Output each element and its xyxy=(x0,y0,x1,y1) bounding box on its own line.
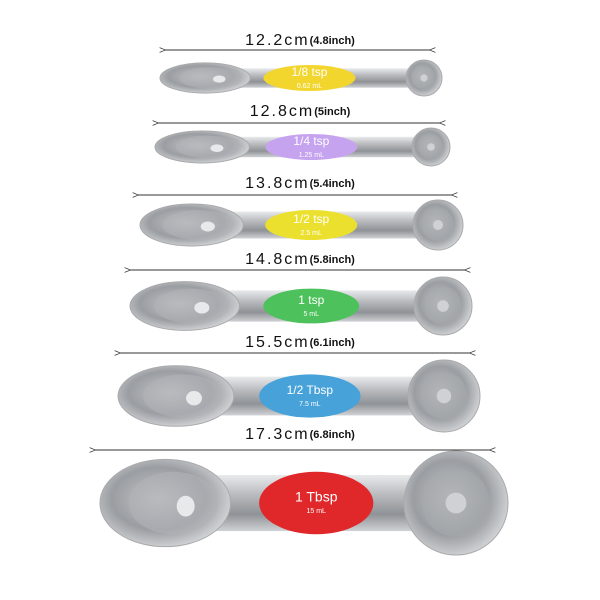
length-label: 12.2cm(4.8inch) xyxy=(245,32,355,49)
magnet xyxy=(210,144,224,152)
size-badge xyxy=(259,471,374,535)
length-label: 15.5cm(6.1inch) xyxy=(245,334,355,351)
size-label: 1/2 tsp xyxy=(293,212,329,226)
size-ml: 1.25 mL xyxy=(299,152,324,159)
size-badge xyxy=(265,134,358,160)
left-bowl-inner xyxy=(179,67,242,89)
length-cm: 17.3cm xyxy=(245,426,309,443)
spoon: 1/4 tsp 1.25 mL xyxy=(154,127,451,167)
magnet xyxy=(420,74,428,82)
length-cm: 13.8cm xyxy=(245,175,309,192)
spoon: 1/2 tsp 2.5 mL xyxy=(139,199,464,251)
length-label: 14.8cm(5.8inch) xyxy=(245,251,355,268)
size-ml: 7.5 mL xyxy=(299,401,321,408)
length-inch: (5.4inch) xyxy=(310,178,356,190)
size-ml: 2.5 mL xyxy=(300,230,322,237)
size-ml: 0.62 mL xyxy=(297,83,322,90)
length-cm: 14.8cm xyxy=(245,251,309,268)
length-inch: (5inch) xyxy=(314,106,350,118)
length-inch: (6.8inch) xyxy=(310,429,356,441)
left-bowl-inner xyxy=(128,471,219,535)
size-label: 1/8 tsp xyxy=(291,65,327,79)
left-bowl-inner xyxy=(162,210,234,240)
left-bowl-inner xyxy=(153,288,230,324)
magnet xyxy=(427,143,435,151)
magnet xyxy=(176,495,195,517)
size-label: 1 tsp xyxy=(298,293,324,307)
length-label: 17.3cm(6.8inch) xyxy=(245,426,355,443)
length-cm: 12.2cm xyxy=(245,32,309,49)
length-inch: (5.8inch) xyxy=(310,254,356,266)
size-badge xyxy=(265,210,358,240)
magnet xyxy=(186,390,202,406)
left-bowl-inner xyxy=(143,374,223,418)
length-cm: 15.5cm xyxy=(245,334,309,351)
length-inch: (4.8inch) xyxy=(310,35,356,47)
size-label: 1 Tbsp xyxy=(295,489,338,505)
spoon: 1 tsp 5 mL xyxy=(129,276,473,336)
size-ml: 5 mL xyxy=(303,311,319,318)
magnet xyxy=(437,300,449,312)
spoon: 1/8 tsp 0.62 mL xyxy=(159,59,443,97)
size-label: 1/4 tsp xyxy=(293,134,329,148)
length-label: 12.8cm(5inch) xyxy=(250,103,351,120)
magnet xyxy=(213,75,226,83)
left-bowl-inner xyxy=(175,135,241,159)
length-inch: (6.1inch) xyxy=(310,337,356,349)
spoon: 1 Tbsp 15 mL xyxy=(99,450,509,556)
spoon: 1/2 Tbsp 7.5 mL xyxy=(117,359,481,433)
size-label: 1/2 Tbsp xyxy=(287,383,334,397)
size-badge xyxy=(263,65,356,91)
length-label: 13.8cm(5.4inch) xyxy=(245,175,355,192)
magnet xyxy=(436,388,452,404)
magnet xyxy=(194,301,210,314)
size-badge xyxy=(259,374,361,418)
magnet xyxy=(433,220,443,230)
size-badge xyxy=(263,288,360,324)
magnet xyxy=(200,221,215,232)
size-ml: 15 mL xyxy=(307,508,327,515)
magnet xyxy=(445,492,467,514)
length-cm: 12.8cm xyxy=(250,103,314,120)
